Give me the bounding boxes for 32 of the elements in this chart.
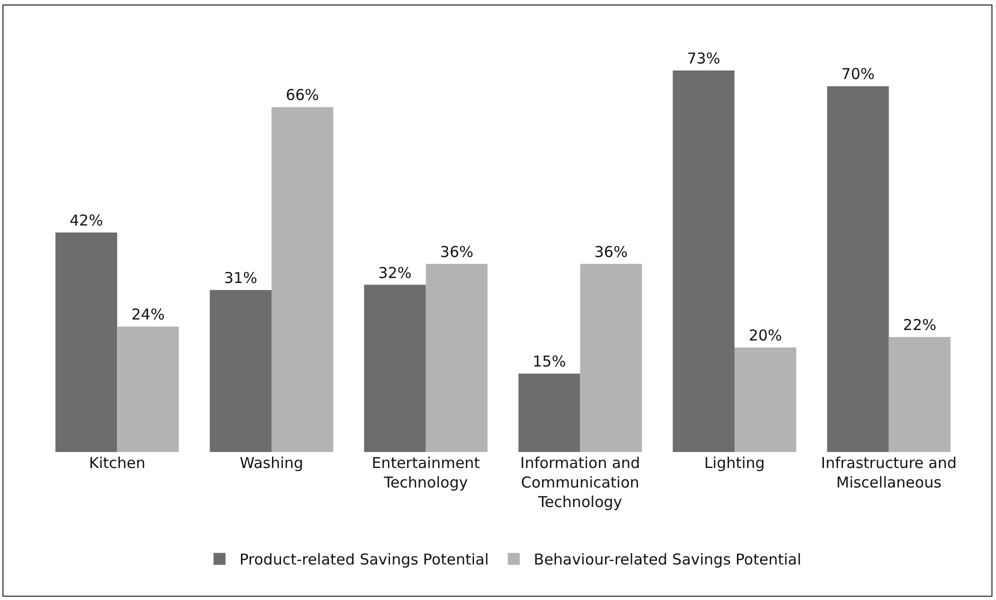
data-label: 36%	[440, 242, 474, 261]
x-tick-label: Kitchen	[88, 454, 146, 472]
data-label: 24%	[131, 306, 165, 324]
data-label: 36%	[594, 242, 628, 261]
bar	[672, 70, 734, 452]
data-label: 22%	[903, 316, 936, 334]
data-label: 73%	[686, 50, 720, 68]
bar	[734, 347, 796, 452]
data-label: 20%	[748, 326, 782, 344]
x-tick-label: Entertainment Technology	[372, 454, 480, 492]
data-label: 42%	[70, 212, 103, 230]
bar	[210, 290, 272, 452]
x-tick-label: Lighting	[704, 454, 765, 472]
x-tick-label: Washing	[240, 454, 304, 472]
data-label: 70%	[841, 65, 875, 84]
bar	[364, 284, 426, 452]
data-label: 15%	[532, 352, 566, 371]
bar	[888, 337, 951, 452]
bar	[580, 264, 642, 452]
data-label: 32%	[378, 264, 412, 282]
bar	[55, 232, 118, 452]
x-tick-label: Information and Communication Technology	[520, 454, 640, 511]
legend-label: Product-related Savings Potential	[240, 550, 489, 569]
data-label: 66%	[286, 86, 320, 104]
legend-label: Behaviour-related Savings Potential	[534, 550, 802, 569]
bar	[426, 264, 488, 452]
bar	[827, 86, 889, 452]
bar	[518, 374, 580, 452]
bar	[272, 107, 334, 452]
data-label: 31%	[224, 269, 258, 287]
x-tick-label: Infrastructure and Miscellaneous	[821, 454, 957, 492]
bar	[117, 326, 179, 452]
